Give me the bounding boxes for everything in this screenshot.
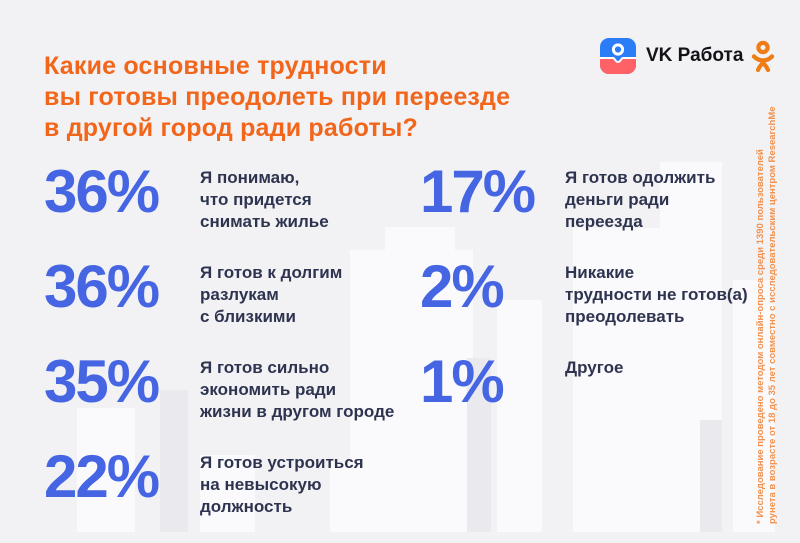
stat-row: 22% Я готов устроиться на невысокую долж… [44,443,394,518]
stat-value: 36% [44,253,160,320]
stat-row: 1% Другое [420,348,748,415]
stat-value: 22% [44,443,160,510]
stat-row: 2% Никакие трудности не готов(а) преодол… [420,253,748,328]
building-silhouette [700,420,722,532]
stat-label: Я готов к долгим разлукам с близкими [200,263,343,326]
stat-value: 35% [44,348,160,415]
building-silhouette [733,280,775,532]
building-silhouette [330,462,352,532]
vk-rabota-brand: VK Работа [600,38,743,74]
stat-value: 1% [420,348,505,415]
stat-value: 17% [420,158,536,225]
building-silhouette [467,358,491,532]
building-silhouette [160,390,188,532]
vk-rabota-icon [600,38,636,74]
building-silhouette [497,300,542,532]
ok-logo-icon [751,40,775,79]
stat-label: Я понимаю, что придется снимать жилье [200,168,329,231]
stat-label: Другое [565,358,624,377]
building-silhouette [77,408,135,532]
stat-label: Я готов одолжить деньги ради переезда [565,168,716,231]
stat-value: 2% [420,253,505,320]
stat-label: Никакие трудности не готов(а) преодолева… [565,263,748,326]
stat-row: 36% Я готов к долгим разлукам с близкими [44,253,394,328]
stat-label: Я готов устроиться на невысокую должност… [200,453,364,516]
building-silhouette [200,455,255,532]
stats-column-left: 36% Я понимаю, что придется снимать жиль… [44,158,395,543]
stats-column-right: 17% Я готов одолжить деньги ради переезд… [420,158,748,436]
stat-value: 36% [44,158,160,225]
methodology-footnote: * Исследование проведено методом онлайн-… [755,106,778,524]
stat-row: 36% Я понимаю, что придется снимать жиль… [44,158,394,233]
vk-rabota-label: VK Работа [646,45,744,66]
stat-row: 35% Я готов сильно экономить ради жизни … [44,348,395,423]
stat-label: Я готов сильно экономить ради жизни в др… [200,358,395,421]
building-silhouette [350,250,473,532]
building-silhouette [385,227,455,257]
page-title: Какие основные трудности вы готовы преод… [44,51,511,142]
stat-row: 17% Я готов одолжить деньги ради переезд… [420,158,748,233]
